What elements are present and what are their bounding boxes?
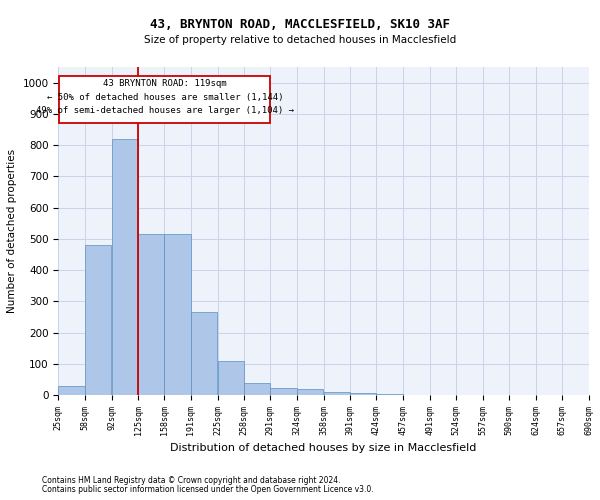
Bar (85, 245, 111, 395)
Text: ← 50% of detached houses are smaller (1,144): ← 50% of detached houses are smaller (1,… (47, 93, 283, 102)
Bar (138, 234, 164, 395)
Bar (191, 312, 217, 395)
Text: 43 BRYNTON ROAD: 119sqm: 43 BRYNTON ROAD: 119sqm (103, 80, 227, 88)
Text: 49% of semi-detached houses are larger (1,104) →: 49% of semi-detached houses are larger (… (36, 106, 294, 115)
Text: Size of property relative to detached houses in Macclesfield: Size of property relative to detached ho… (144, 35, 456, 45)
Text: Contains HM Land Registry data © Crown copyright and database right 2024.: Contains HM Land Registry data © Crown c… (42, 476, 341, 485)
Bar (164, 234, 191, 395)
Bar (59, 76, 271, 123)
Bar (376, 394, 403, 395)
Bar (244, 383, 271, 395)
X-axis label: Distribution of detached houses by size in Macclesfield: Distribution of detached houses by size … (170, 443, 476, 453)
Bar (112, 139, 138, 395)
Bar (218, 360, 244, 395)
Bar (58, 386, 85, 395)
Bar (271, 388, 297, 395)
Text: Contains public sector information licensed under the Open Government Licence v3: Contains public sector information licen… (42, 484, 374, 494)
Bar (324, 392, 350, 395)
Bar (297, 390, 323, 395)
Y-axis label: Number of detached properties: Number of detached properties (7, 149, 17, 313)
Bar (350, 394, 376, 395)
Text: 43, BRYNTON ROAD, MACCLESFIELD, SK10 3AF: 43, BRYNTON ROAD, MACCLESFIELD, SK10 3AF (150, 18, 450, 30)
